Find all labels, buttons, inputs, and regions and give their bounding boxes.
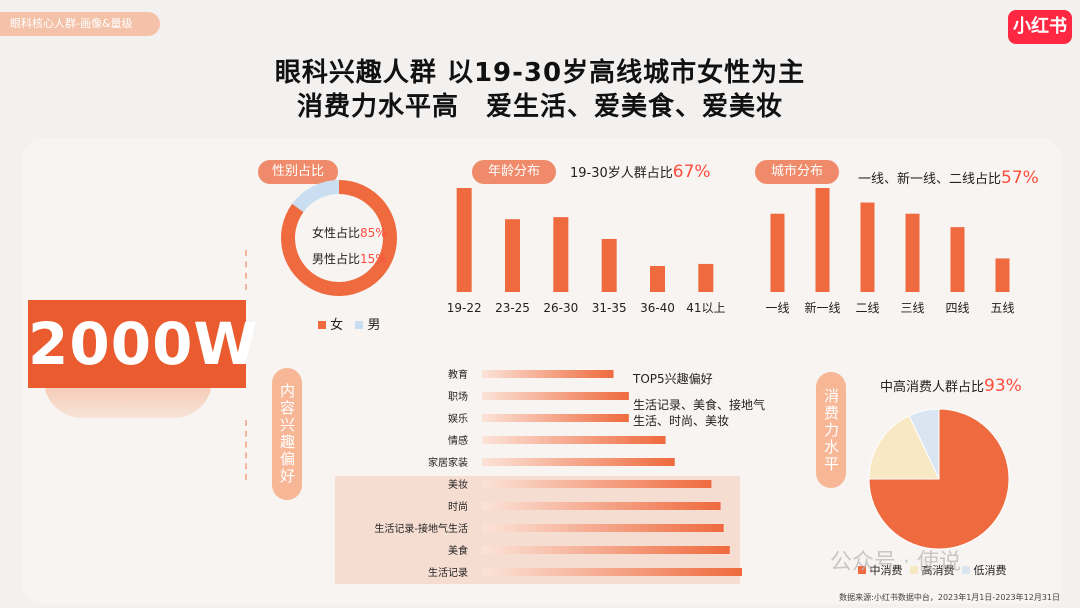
top5-line2: 生活、时尚、美妆 — [633, 414, 730, 428]
watermark: 公众号 · 使说 — [830, 550, 961, 575]
age-bars-bar-4 — [650, 266, 665, 292]
legend-male-label: 男 — [367, 318, 381, 333]
xiaohongshu-logo: 小红书 — [1008, 10, 1072, 44]
city-bars-tick-0: 一线 — [765, 301, 789, 315]
female-share-label: 女性占比85% — [312, 224, 387, 241]
gender-legend: 女 男 — [318, 314, 380, 333]
interest-tick-8: 美食 — [448, 544, 468, 557]
top5-title: TOP5兴趣偏好 — [633, 372, 713, 386]
city-bars-tick-3: 三线 — [900, 301, 924, 315]
legend-low-swatch — [962, 566, 970, 574]
data-source-footnote: 数据来源:小红书数据中台，2023年1月1日-2023年12月31日 — [839, 593, 1060, 602]
legend-low-label: 低消费 — [973, 564, 1007, 577]
interest-tick-9: 生活记录 — [428, 566, 468, 579]
male-share-value: 15% — [360, 252, 387, 266]
interest-bar-6 — [482, 502, 721, 510]
legend-mid-swatch — [858, 566, 866, 574]
interest-tick-6: 时尚 — [448, 500, 468, 513]
age-bars-tick-4: 36-40 — [640, 301, 675, 315]
interest-bar-3 — [482, 436, 666, 444]
age-bars-tick-1: 23-25 — [495, 301, 530, 315]
city-bars-bar-5 — [995, 258, 1010, 292]
male-share-text: 男性占比 — [312, 252, 361, 266]
interest-tick-7: 生活记录-接地气生活 — [374, 522, 468, 535]
total-audience-number: 2000W — [28, 300, 257, 388]
age-section-label: 年龄分布 — [472, 160, 556, 184]
interest-bar-0 — [482, 370, 614, 378]
interest-tick-0: 教育 — [448, 368, 468, 381]
consumption-note: 中高消费人群占比93% — [880, 376, 1022, 396]
interest-bar-2 — [482, 414, 629, 422]
consumption-pie-chart — [868, 408, 1010, 550]
city-bars-bar-3 — [905, 213, 920, 292]
interest-tick-5: 美妆 — [448, 478, 468, 491]
legend-high-swatch — [910, 566, 918, 574]
consumption-slice-低消费 — [908, 408, 940, 480]
age-bars-tick-0: 19-22 — [447, 301, 482, 315]
gender-donut-chart — [281, 180, 397, 296]
city-bars-tick-2: 二线 — [855, 301, 879, 315]
city-bars-bar-1 — [815, 188, 830, 292]
age-note: 19-30岁人群占比67% — [570, 162, 711, 182]
age-bars-tick-5: 41以上 — [686, 301, 725, 315]
legend-female-swatch — [318, 321, 326, 329]
consumption-note-text: 中高消费人群占比 — [880, 380, 985, 395]
interest-tick-4: 家居家装 — [428, 456, 468, 469]
age-bars-bar-2 — [553, 217, 569, 292]
age-bars-bar-5 — [698, 263, 714, 292]
city-bars-tick-4: 四线 — [945, 301, 969, 315]
female-share-text: 女性占比 — [312, 226, 361, 240]
legend-female-label: 女 — [330, 318, 344, 333]
interest-tick-3: 情感 — [448, 434, 468, 447]
gender-slice-男 — [292, 180, 339, 213]
interest-tick-2: 娱乐 — [448, 412, 468, 425]
age-bars-bar-3 — [601, 238, 617, 292]
city-bars-bar-2 — [860, 202, 875, 292]
page-title-line2: 消费力水平高 爱生活、爱美食、爱美妆 — [296, 92, 783, 122]
interest-bar-5 — [482, 480, 712, 488]
consumption-slice-高消费 — [868, 414, 940, 480]
interest-bar-8 — [482, 546, 730, 554]
city-section-label: 城市分布 — [755, 160, 839, 184]
legend-high-label: 高消费 — [921, 564, 955, 577]
age-bars-bar-1 — [505, 219, 520, 292]
consumption-note-value: 93% — [984, 376, 1022, 396]
age-bars-bar-0 — [456, 188, 472, 292]
consumption-legend: 中消费 高消费 低消费 — [858, 562, 1007, 578]
city-note-value: 57% — [1001, 168, 1039, 188]
city-bars-bar-0 — [770, 213, 785, 292]
divider-dash-bottom — [245, 420, 249, 480]
top5-line1: 生活记录、美食、接地气 — [633, 398, 766, 412]
consumption-section-label: 消费力水平 — [816, 372, 846, 488]
city-bars-tick-5: 五线 — [990, 301, 1014, 315]
section-tag: 眼科核心人群-画像&量级 — [0, 12, 160, 36]
city-bars-tick-1: 新一线 — [804, 300, 840, 315]
city-note: 一线、新一线、二线占比57% — [858, 168, 1039, 188]
divider-dash-top — [245, 250, 249, 290]
age-bars-tick-2: 26-30 — [543, 301, 578, 315]
age-bar-chart: 19-22 23-25 26-30 31-35 36-40 41以上 — [447, 188, 725, 315]
legend-male-swatch — [355, 321, 364, 329]
interest-bar-7 — [482, 524, 724, 532]
interest-section-label: 内容兴趣偏好 — [272, 368, 302, 500]
city-bars-bar-4 — [950, 227, 965, 292]
interest-bar-4 — [482, 458, 675, 466]
interest-bar-1 — [482, 392, 629, 400]
city-bar-chart: 一线 新一线 二线 三线 四线 五线 — [765, 188, 1015, 315]
female-share-value: 85% — [360, 226, 387, 240]
interest-tick-1: 职场 — [448, 390, 468, 403]
city-note-text: 一线、新一线、二线占比 — [858, 172, 1002, 187]
legend-mid-label: 中消费 — [869, 564, 903, 577]
page-title-line1: 眼科兴趣人群 以19-30岁高线城市女性为主 — [274, 58, 806, 88]
age-note-value: 67% — [672, 162, 711, 182]
age-note-text: 19-30岁人群占比 — [570, 166, 673, 181]
gender-section-label: 性别占比 — [258, 160, 338, 184]
age-bars-tick-3: 31-35 — [592, 301, 627, 315]
interest-bar-9 — [482, 568, 742, 576]
male-share-label: 男性占比15% — [312, 250, 387, 267]
